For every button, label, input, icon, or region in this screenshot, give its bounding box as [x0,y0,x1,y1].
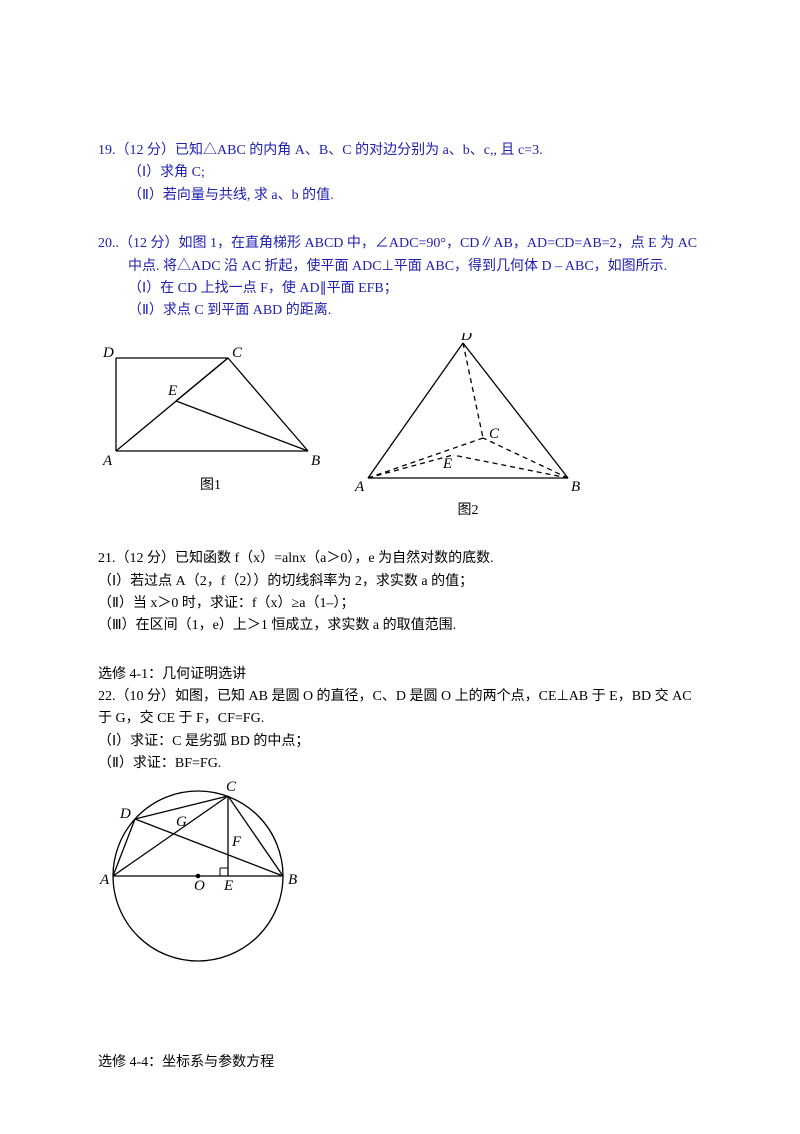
q20-line3: （Ⅰ）在 CD 上找一点 F，使 AD∥平面 EFB； [98,278,702,300]
q21-line3: （Ⅱ）当 x＞0 时，求证：f（x）≥a（1–）； [98,593,702,615]
svg-text:E: E [442,456,452,472]
svg-text:E: E [167,383,177,399]
q20-fig1-caption: 图1 [200,475,221,497]
q21-line4: （Ⅲ）在区间（1，e）上＞1 恒成立，求实数 a 的取值范围. [98,615,702,637]
svg-text:C: C [226,779,237,795]
svg-text:A: A [99,872,110,888]
q21-line1: 21.（12 分）已知函数 f（x）=alnx（a＞0），e 为自然对数的底数. [98,548,702,570]
q20-line2: 中点. 将△ADC 沿 AC 折起，使平面 ADC⊥平面 ABC，得到几何体 D… [98,256,702,278]
question-20: 20..（12 分）如图 1，在直角梯形 ABCD 中，∠ADC=90°，CD∥… [98,233,702,522]
q20-line4: （Ⅱ）求点 C 到平面 ABD 的距离. [98,300,702,322]
svg-text:O: O [194,878,205,894]
question-19: 19.（12 分）已知△ABC 的内角 A、B、C 的对边分别为 a、b、c,,… [98,140,702,207]
q20-fig2-caption: 图2 [458,500,479,522]
svg-text:B: B [571,479,580,495]
q20-fig2-wrap: A B C D E 图2 [353,333,583,522]
svg-text:D: D [102,345,114,361]
q22-line2: 于 G，交 CE 于 F，CF=FG. [98,708,702,730]
question-21: 21.（12 分）已知函数 f（x）=alnx（a＞0），e 为自然对数的底数.… [98,548,702,638]
footer-section: 选修 4-4：坐标系与参数方程 [98,1052,702,1074]
q22-circle-svg: A B C D E F G O [98,776,308,976]
svg-text:E: E [223,878,233,894]
q19-line3: （Ⅱ）若向量与共线, 求 a、b 的值. [98,185,702,207]
q22-line1: 22.（10 分）如图，已知 AB 是圆 O 的直径，C、D 是圆 O 上的两个… [98,686,702,708]
svg-text:B: B [311,453,320,469]
svg-text:D: D [119,806,131,822]
svg-text:A: A [354,479,365,495]
q21-line2: （Ⅰ）若过点 A（2，f（2））的切线斜率为 2，求实数 a 的值； [98,571,702,593]
q20-fig1-svg: A B C D E [98,333,323,473]
svg-text:F: F [231,834,242,850]
q20-fig1-wrap: A B C D E 图1 [98,333,323,522]
svg-text:G: G [176,814,187,830]
svg-text:C: C [232,345,243,361]
svg-text:A: A [102,453,113,469]
question-22: 选修 4-1：几何证明选讲 22.（10 分）如图，已知 AB 是圆 O 的直径… [98,664,702,976]
q22-line3: （Ⅰ）求证：C 是劣弧 BD 的中点； [98,731,702,753]
q20-figures: A B C D E 图1 A B C D E 图2 [98,333,702,522]
svg-text:C: C [489,426,500,442]
q20-line1: 20..（12 分）如图 1，在直角梯形 ABCD 中，∠ADC=90°，CD∥… [98,233,702,255]
q19-line2: （Ⅰ）求角 C; [98,162,702,184]
svg-text:B: B [288,872,297,888]
q19-line1: 19.（12 分）已知△ABC 的内角 A、B、C 的对边分别为 a、b、c,,… [98,140,702,162]
q22-header: 选修 4-1：几何证明选讲 [98,664,702,686]
q20-fig2-svg: A B C D E [353,333,583,498]
svg-text:D: D [460,333,472,344]
q22-line4: （Ⅱ）求证：BF=FG. [98,753,702,775]
